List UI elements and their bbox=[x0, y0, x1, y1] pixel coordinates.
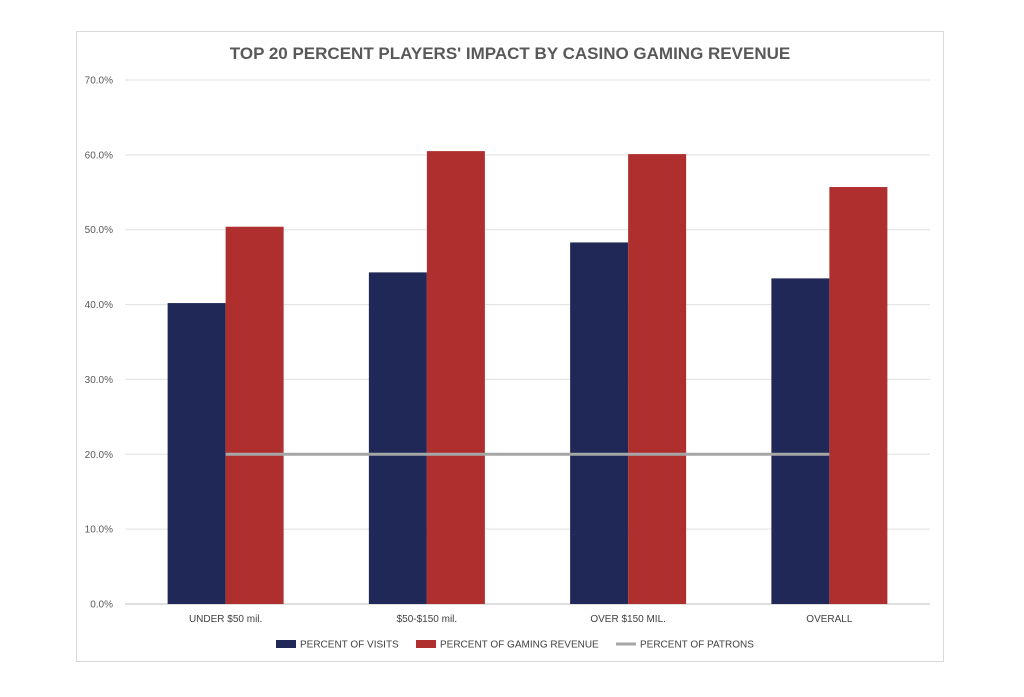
legend-label: PERCENT OF VISITS bbox=[300, 640, 399, 651]
x-category-label: $50-$150 mil. bbox=[397, 614, 458, 625]
y-tick-label: 30.0% bbox=[85, 375, 113, 386]
bar-gaming-revenue bbox=[829, 187, 888, 604]
legend-label: PERCENT OF GAMING REVENUE bbox=[440, 640, 599, 651]
y-tick-label: 20.0% bbox=[85, 450, 113, 461]
y-tick-label: 60.0% bbox=[85, 150, 113, 161]
bar-gaming-revenue bbox=[225, 226, 284, 604]
chart-title: TOP 20 PERCENT PLAYERS' IMPACT BY CASINO… bbox=[230, 44, 790, 63]
bar-visits bbox=[167, 303, 226, 604]
bar-visits bbox=[368, 272, 427, 604]
x-category-label: OVERALL bbox=[806, 614, 853, 625]
y-tick-label: 10.0% bbox=[85, 525, 113, 536]
legend: PERCENT OF VISITS PERCENT OF GAMING REVEN… bbox=[276, 640, 754, 651]
y-tick-label: 50.0% bbox=[85, 225, 113, 236]
legend-label: PERCENT OF PATRONS bbox=[640, 640, 754, 651]
x-category-label: UNDER $50 mil. bbox=[189, 614, 262, 625]
legend-swatch bbox=[416, 640, 436, 648]
y-axis-ticks: 0.0% 10.0% 20.0% 30.0% 40.0% 50.0% 60.0% 70.0% bbox=[85, 76, 113, 611]
bar-gaming-revenue bbox=[628, 154, 687, 604]
y-tick-label: 0.0% bbox=[90, 600, 113, 611]
y-tick-label: 40.0% bbox=[85, 300, 113, 311]
bars bbox=[167, 151, 888, 604]
y-tick-label: 70.0% bbox=[85, 76, 113, 87]
x-category-label: OVER $150 MIL. bbox=[590, 614, 666, 625]
legend-swatch bbox=[276, 640, 296, 648]
bar-visits bbox=[771, 278, 830, 604]
x-axis-categories: UNDER $50 mil. $50-$150 mil. OVER $150 MIL… bbox=[189, 614, 853, 625]
bar-gaming-revenue bbox=[426, 151, 485, 604]
bar-visits bbox=[570, 242, 629, 604]
